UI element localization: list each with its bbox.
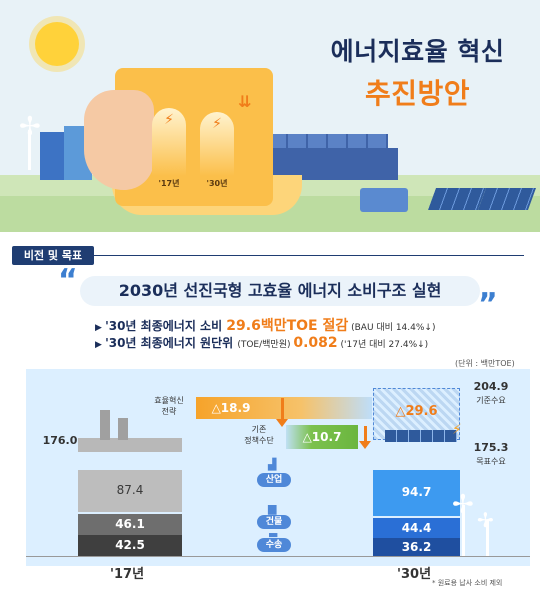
bar-label-30: '30년 [206,179,228,188]
energy-bolt-icon: ⚡ [164,112,174,128]
truck-icon [360,188,408,212]
x-axis-line [26,556,530,557]
goal-item-2: ▶ '30년 최종에너지 원단위 (TOE/백만원) 0.082 ('17년 대… [95,335,429,351]
hand-icon [84,90,154,190]
x-label-2030: '30년 [397,567,432,582]
bar-label-17: '17년 [158,179,180,188]
solar-panel-icon [427,188,487,210]
footnote: * 원료용 납사 소비 제외 [432,579,503,587]
down-arrow-icon-2 [359,441,371,449]
close-quote-icon: ” [478,287,498,322]
reduction-bar-policy: △10.7 [286,425,358,449]
hero-illustration: ✢ ⚡ ⚡ ⇊ '17년 '30년 에너지효율 혁신 추진방안 [0,0,540,232]
bar-2030-illustration: ⚡ [200,112,234,176]
turbine-blade-icon-2: ✢ [477,508,494,532]
wind-turbine-icon [462,505,465,557]
building-icon: ▆ [268,502,277,515]
wind-turbine-icon-2 [486,520,489,557]
wind-turbine-icon [28,130,31,170]
bar-segment-2030-1: 44.4 [373,517,460,538]
page-title-line1: 에너지효율 혁신 [330,37,505,66]
base-demand-value: 204.9 [473,380,509,393]
energy-bolt-icon-2: ⚡ [212,116,222,132]
down-arrow-shaft [281,398,284,420]
section-tag: 비전 및 목표 [12,246,94,265]
reduction-bar-strategy: △18.9 [196,397,372,419]
down-arrow-icon [276,419,288,427]
turbine-blade-icon: ✢ [19,112,41,142]
down-arrow-shaft-2 [364,426,367,442]
bar-2017-illustration: ⚡ [152,108,186,176]
target-demand-label: 목표수요 [476,457,506,466]
vision-statement: 2030년 선진국형 고효율 에너지 소비구조 실현 [80,276,480,306]
sector-label-industry: 산업 [257,473,291,487]
open-quote-icon: “ [58,263,78,298]
down-arrow-icon: ⇊ [238,92,252,111]
base-demand-label: 기준수요 [476,396,506,405]
lightning-icon: ⚡ [452,422,462,438]
target-demand-value: 175.3 [473,441,509,454]
truck-icon: ▬ [268,528,279,541]
sun-icon [35,22,79,66]
chimney-2 [118,418,128,440]
page-title-line2: 추진방안 [364,77,471,110]
chimney [100,410,110,440]
solar-panel-roof-icon [385,430,457,442]
bar-segment-2030-2: 94.7 [373,470,460,516]
sector-label-building: 건물 [257,515,291,529]
factory-icon [258,148,398,180]
bullet-triangle-icon: ▶ [95,323,106,333]
goal-item-1: ▶ '30년 최종에너지 소비 29.6백만TOE 절감 (BAU 대비 14.… [95,318,436,334]
bar-segment-2017-2: 87.4 [78,470,182,512]
bar-segment-2030-0: 36.2 [373,537,460,556]
x-label-2017: '17년 [110,567,145,582]
unit-label: (단위 : 백만TOE) [455,359,515,368]
factory-roof [268,134,388,150]
section-divider [94,255,524,256]
total-2017-value: 176.0 [42,434,78,447]
reduction-label-1: 효율혁신 전략 [154,396,184,416]
turbine-blade-icon: ✢ [452,490,474,520]
total-reduction-value: △29.6 [395,404,438,419]
sector-label-transport: 수송 [257,538,291,552]
bullet-triangle-icon: ▶ [95,340,106,350]
reduction-label-2: 기존 정책수단 [244,425,274,445]
bar-segment-2017-0: 42.5 [78,534,182,556]
solar-panel-icon-2 [477,188,537,210]
bar-segment-2017-1: 46.1 [78,513,182,535]
factory-icon: ▟ [268,458,277,471]
factory-roof-2017 [78,438,182,452]
